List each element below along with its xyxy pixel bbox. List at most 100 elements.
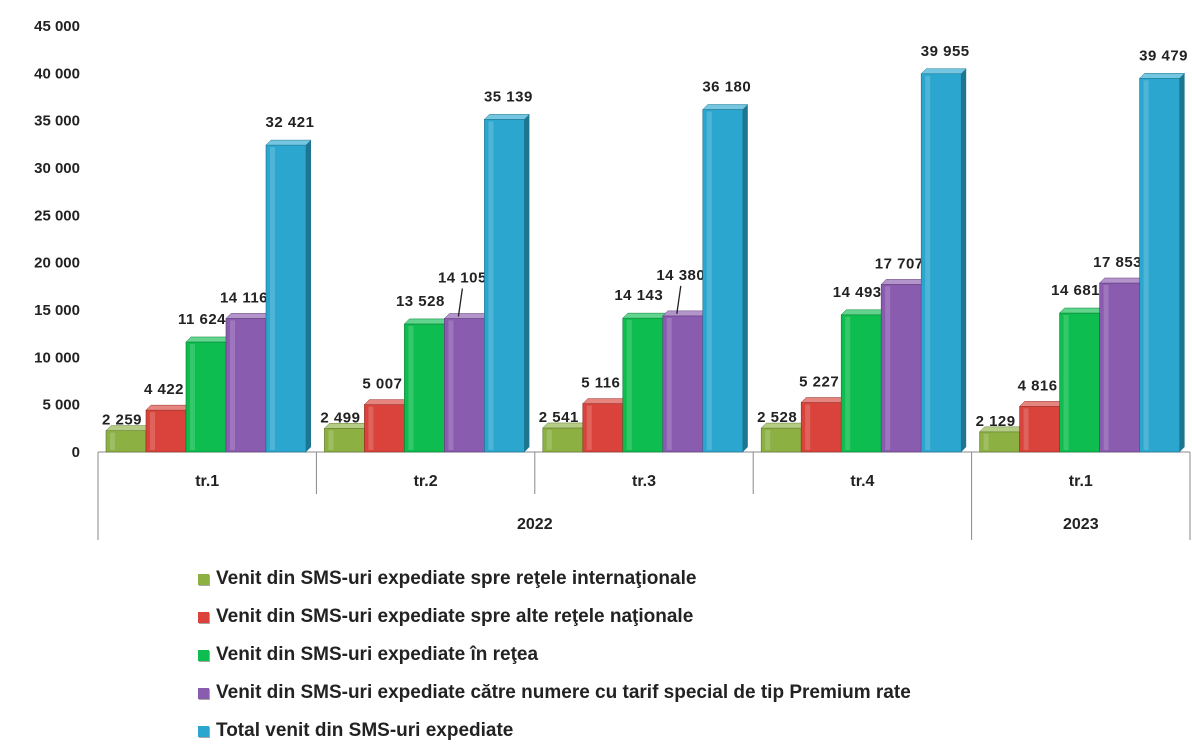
bar-highlight: [230, 320, 235, 450]
bar-highlight: [925, 75, 931, 450]
legend-item: Venit din SMS-uri expediate în reţea: [198, 636, 911, 674]
y-tick-label: 40 000: [34, 65, 80, 82]
data-label: 5 007: [362, 376, 402, 393]
bar-top: [1138, 73, 1186, 79]
bar-highlight: [765, 430, 771, 450]
data-label: 14 681: [1051, 282, 1100, 299]
bar-top: [185, 336, 232, 343]
leader-line: [457, 288, 464, 317]
data-label: 2 499: [320, 409, 360, 426]
bar-top: [443, 313, 491, 319]
legend-item: Venit din SMS-uri expediate spre alte re…: [198, 598, 911, 636]
y-tick-label: 15 000: [34, 302, 80, 319]
bar-top: [265, 139, 312, 146]
y-tick-label: 20 000: [34, 255, 80, 272]
y-tick-label: 25 000: [34, 207, 80, 224]
bar-side: [961, 68, 967, 452]
data-label: 2 129: [976, 413, 1016, 430]
category-label: tr.4: [850, 473, 874, 490]
category-label: tr.2: [414, 473, 438, 490]
legend: Venit din SMS-uri expediate spre reţele …: [198, 560, 911, 750]
legend-label: Venit din SMS-uri expediate în reţea: [216, 644, 539, 665]
data-label: 14 143: [614, 287, 663, 304]
data-label: 2 528: [757, 409, 797, 426]
bar-highlight: [983, 433, 989, 450]
bar-highlight: [546, 429, 552, 450]
bar-highlight: [190, 343, 195, 450]
bar-top: [840, 309, 887, 316]
bar-top: [920, 68, 967, 75]
data-label: 14 105: [438, 269, 487, 286]
y-tick-label: 45 000: [34, 18, 80, 35]
legend-label: Venit din SMS-uri expediate spre reţele …: [216, 568, 697, 589]
legend-label: Venit din SMS-uri expediate către numere…: [216, 682, 911, 703]
y-tick-label: 35 000: [34, 113, 80, 130]
bar-top: [483, 114, 531, 120]
bar-highlight: [488, 121, 494, 450]
group-label: 2022: [517, 516, 553, 533]
bar-top: [1018, 401, 1066, 407]
bar-top: [582, 398, 629, 404]
bar-highlight: [270, 147, 275, 450]
bar-top: [662, 310, 709, 317]
bar-top: [145, 404, 192, 411]
bar-highlight: [110, 432, 115, 450]
bar-highlight: [1103, 284, 1109, 450]
bar-top: [800, 397, 847, 403]
data-label: 2 259: [102, 412, 142, 429]
bar-top: [403, 318, 451, 325]
data-label: 5 227: [799, 374, 839, 391]
bar-top: [622, 312, 669, 319]
data-label: 39 479: [1139, 47, 1188, 64]
legend-swatch: [198, 611, 209, 623]
data-label: 4 422: [144, 381, 184, 398]
bar-side: [742, 104, 748, 452]
bar-highlight: [1023, 408, 1029, 450]
data-label: 17 853: [1093, 254, 1142, 271]
data-label: 14 116: [220, 289, 268, 306]
bar-top: [1058, 307, 1106, 314]
group-label: 2023: [1063, 516, 1099, 533]
data-label: 13 528: [396, 293, 445, 310]
bar-highlight: [448, 320, 454, 450]
legend-swatch: [198, 725, 209, 737]
bar-highlight: [1063, 315, 1069, 450]
bar-side: [524, 114, 530, 452]
bar-top: [1098, 277, 1146, 284]
data-label: 14 380: [656, 267, 705, 284]
legend-item: Venit din SMS-uri expediate spre reţele …: [198, 560, 911, 598]
bar-highlight: [666, 317, 672, 450]
bar-highlight: [408, 325, 414, 450]
bar-top: [225, 313, 272, 319]
category-label: tr.1: [1069, 473, 1093, 490]
bar-highlight: [1143, 80, 1149, 450]
data-label: 4 816: [1018, 377, 1058, 394]
bar-highlight: [328, 430, 334, 450]
category-label: tr.1: [195, 473, 219, 490]
data-label: 36 180: [702, 78, 751, 95]
bar-top: [702, 104, 749, 110]
data-label: 11 624: [178, 311, 226, 328]
bar-highlight: [368, 406, 374, 450]
bar-highlight: [586, 405, 592, 450]
bar-side: [1179, 73, 1185, 452]
bar-highlight: [626, 320, 632, 450]
legend-swatch: [198, 573, 209, 585]
category-label: tr.3: [632, 473, 656, 490]
data-label: 14 493: [833, 284, 882, 301]
legend-item: Total venit din SMS-uri expediate: [198, 712, 911, 750]
legend-label: Venit din SMS-uri expediate spre alte re…: [216, 606, 694, 627]
bar-highlight: [845, 316, 851, 450]
legend-item: Venit din SMS-uri expediate către numere…: [198, 674, 911, 712]
data-label: 35 139: [484, 88, 533, 105]
bar-top: [880, 279, 927, 285]
bar-side: [306, 140, 311, 452]
bar-chart: 0 5 000 10 000 15 000 20 000 25 000 30 000 35 0…: [34, 18, 1191, 540]
data-label: 32 421: [266, 114, 315, 131]
bar-top: [363, 399, 411, 405]
legend-label: Total venit din SMS-uri expediate: [216, 720, 514, 741]
leader-line: [676, 285, 682, 314]
y-tick-label: 5 000: [42, 397, 80, 414]
y-tick-label: 10 000: [34, 349, 80, 366]
data-label: 39 955: [921, 43, 970, 60]
